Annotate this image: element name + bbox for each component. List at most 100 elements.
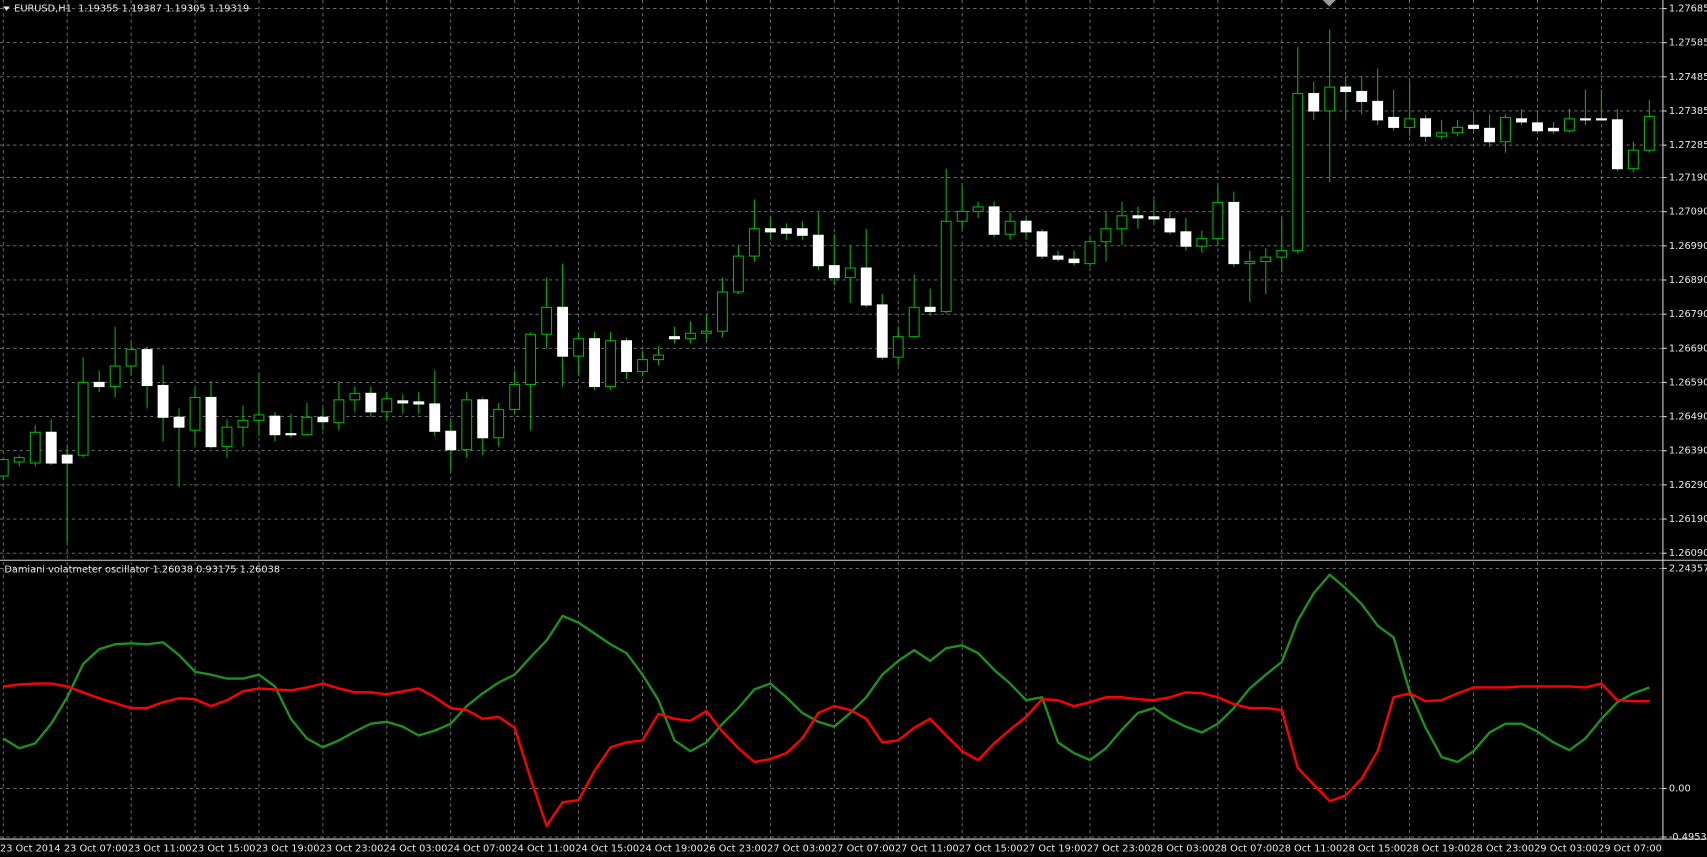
x-tick-label: 23 Oct 15:00: [192, 843, 256, 854]
menu-arrow[interactable]: [3, 6, 10, 11]
y-tick-label: 1.27190: [1669, 173, 1707, 184]
candle-body: [1052, 255, 1064, 260]
candle-body: [685, 332, 696, 340]
candle-body: [269, 415, 281, 436]
x-tick-label: 23 Oct 19:00: [256, 843, 320, 854]
candle-body: [956, 210, 968, 222]
axes-layer: 23 Oct 2014 23 Oct 07:00 23 Oct 11:00 23 Oc…: [0, 4, 1707, 855]
x-tick-label: 29 Oct 03:00: [1534, 843, 1598, 854]
candle-body: [541, 306, 553, 335]
candle-body: [77, 381, 89, 456]
x-tick-label: 28 Oct 15:00: [1342, 843, 1406, 854]
oscillator-line: [2, 573, 1650, 764]
candle-body: [1611, 119, 1623, 170]
candle-body: [525, 333, 537, 386]
candle-body: [509, 383, 521, 410]
candle-body: [173, 416, 185, 428]
y-tick-label: 2.24357: [1669, 563, 1707, 574]
y-tick-label: 1.26490: [1669, 412, 1707, 423]
candle-body: [764, 228, 776, 233]
candle-body: [1132, 215, 1144, 219]
candle-body: [317, 416, 329, 423]
candle-body: [253, 414, 265, 421]
candle-body: [381, 398, 393, 413]
y-tick-label: -0.49536: [1669, 832, 1707, 843]
candle-body: [237, 419, 249, 428]
chart-shift-marker[interactable]: [1322, 0, 1336, 7]
candle-body: [13, 457, 25, 463]
candle-body: [780, 228, 792, 234]
candle-body: [1228, 201, 1240, 265]
x-tick-label: 27 Oct 23:00: [1087, 843, 1151, 854]
candle-body: [844, 267, 856, 279]
x-tick-label: 27 Oct 03:00: [767, 843, 831, 854]
x-tick-label: 23 Oct 07:00: [64, 843, 128, 854]
candle-body: [349, 392, 361, 401]
oscillator-line: [3, 682, 1650, 827]
candle-body: [796, 228, 808, 236]
x-tick-label: 23 Oct 11:00: [128, 843, 192, 854]
candle-body: [477, 399, 489, 439]
y-tick-label: 1.26990: [1669, 241, 1707, 252]
candle-body: [732, 255, 744, 293]
candle-body: [988, 206, 1000, 235]
candle-body: [1500, 116, 1511, 143]
x-tick-label: 24 Oct 07:00: [447, 843, 511, 854]
x-tick-label: 27 Oct 15:00: [959, 843, 1023, 854]
candle-body: [1643, 115, 1655, 151]
candle-body: [557, 306, 569, 357]
candle-body: [0, 459, 9, 477]
candle-body: [93, 381, 105, 388]
y-tick-label: 1.26890: [1669, 275, 1707, 286]
x-tick-label: 23 Oct 23:00: [320, 843, 384, 854]
candle-body: [333, 399, 345, 424]
candle-body: [1516, 118, 1527, 123]
candle-body: [1180, 231, 1192, 247]
candle-body: [45, 431, 57, 464]
y-tick-label: 1.27685: [1669, 4, 1707, 15]
candle-body: [205, 396, 217, 448]
candle-body: [828, 265, 840, 279]
grid-layer: [0, 0, 1663, 839]
candle-body: [29, 431, 41, 464]
candle-body: [1388, 116, 1400, 128]
candle-body: [1484, 127, 1495, 143]
y-tick-label: 1.27585: [1669, 38, 1707, 49]
x-tick-label: 24 Oct 03:00: [384, 843, 448, 854]
candle-body: [365, 392, 377, 413]
candle-body: [1372, 100, 1384, 121]
candle-body: [221, 426, 233, 448]
candle-body: [125, 349, 137, 367]
x-tick-label: 28 Oct 07:00: [1215, 843, 1279, 854]
candle-body: [812, 234, 824, 267]
candle-body: [1356, 90, 1368, 102]
candle-body: [1452, 126, 1464, 134]
candle-body: [1196, 238, 1208, 247]
candle-body: [61, 454, 73, 464]
candle-body: [701, 330, 712, 334]
x-tick-label: 24 Oct 11:00: [511, 843, 575, 854]
candle-body: [1148, 216, 1160, 220]
marks-layer: [0, 29, 1655, 827]
x-tick-label: 28 Oct 11:00: [1279, 843, 1343, 854]
candle-body: [940, 220, 952, 312]
y-tick-label: 1.26290: [1669, 480, 1707, 491]
candle-body: [860, 267, 872, 306]
candle-body: [1468, 124, 1479, 129]
y-tick-label: 0.00: [1669, 783, 1691, 794]
candle-body: [157, 384, 169, 418]
candle-body: [413, 401, 425, 405]
candle-body: [1548, 127, 1559, 132]
x-tick-label: 23 Oct 2014: [0, 843, 60, 854]
y-tick-label: 1.27385: [1669, 106, 1707, 117]
candle-body: [1627, 149, 1639, 170]
candle-body: [589, 338, 601, 388]
candle-body: [285, 433, 297, 436]
y-tick-label: 1.26690: [1669, 343, 1707, 354]
candle-body: [892, 336, 904, 358]
candle-body: [669, 336, 680, 340]
candle-body: [445, 430, 457, 451]
candle-body: [716, 291, 728, 332]
